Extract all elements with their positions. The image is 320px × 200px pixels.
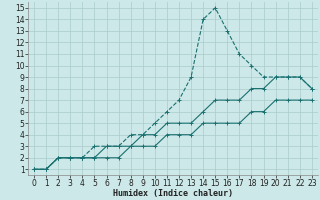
X-axis label: Humidex (Indice chaleur): Humidex (Indice chaleur) [113, 189, 233, 198]
